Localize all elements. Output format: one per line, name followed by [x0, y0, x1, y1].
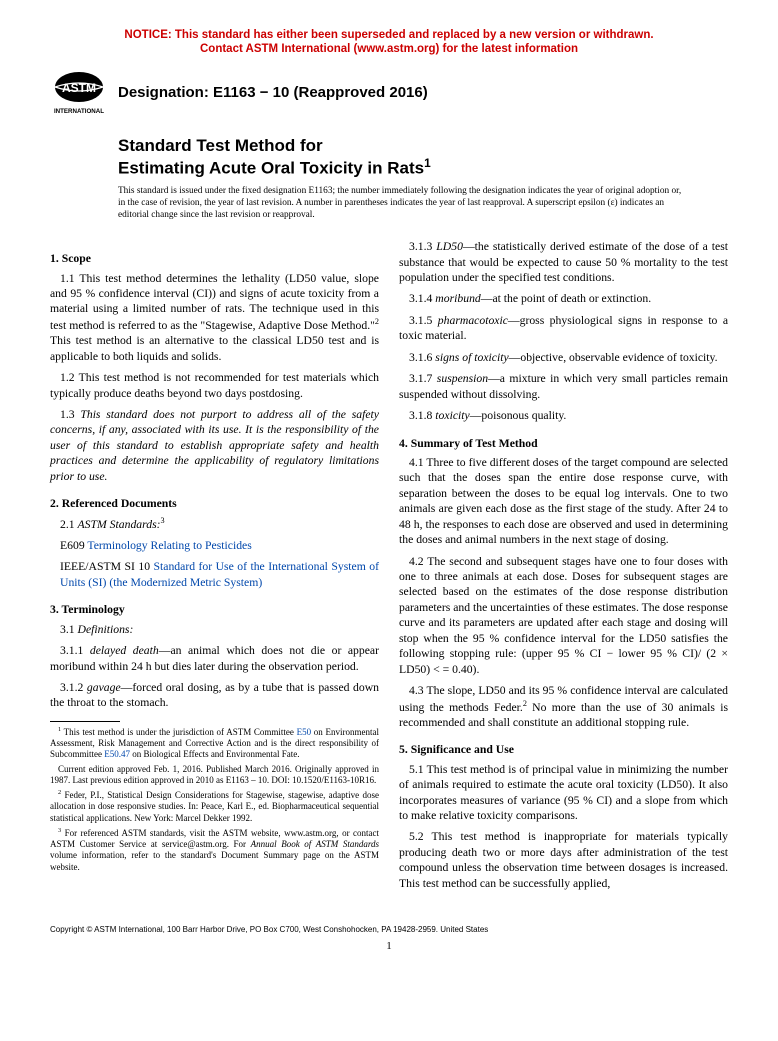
- section-2-head: 2. Referenced Documents: [50, 496, 379, 511]
- para-3-1-6: 3.1.6 signs of toxicity—objective, obser…: [399, 350, 728, 365]
- fn1-link2[interactable]: E50.47: [104, 749, 130, 759]
- t-3-1-2-a: 3.1.2: [60, 681, 87, 694]
- t-3-1-6-b: —objective, observable evidence of toxic…: [509, 351, 718, 364]
- t-3-1-6-a: 3.1.6: [409, 351, 435, 364]
- notice-line1: NOTICE: This standard has either been su…: [50, 28, 728, 42]
- fn1-a: This test method is under the jurisdicti…: [61, 727, 296, 737]
- title-line1: Standard Test Method for: [118, 135, 728, 156]
- t-3-1-1-a: 3.1.1: [60, 644, 90, 657]
- right-column: 3.1.3 LD50—the statistically derived est…: [399, 239, 728, 897]
- para-3-1: 3.1 Definitions:: [50, 622, 379, 637]
- para-3-1-body: Definitions:: [78, 623, 134, 636]
- para-1-3-body: This standard does not purport to addres…: [50, 408, 379, 483]
- para-1-3: 1.3 This standard does not purport to ad…: [50, 407, 379, 484]
- footnote-1: 1 This test method is under the jurisdic…: [50, 726, 379, 761]
- para-2-1-ital: ASTM Standards:: [78, 517, 161, 530]
- para-1-1-b: This test method is an alternative to th…: [50, 334, 379, 362]
- footnote-2: 2 Feder, P.I., Statistical Design Consid…: [50, 789, 379, 824]
- footnote-3: 3 For referenced ASTM standards, visit t…: [50, 827, 379, 873]
- t-3-1-4-a: 3.1.4: [409, 292, 435, 305]
- ref-si10: IEEE/ASTM SI 10 Standard for Use of the …: [50, 559, 379, 590]
- title-line2-main: Estimating Acute Oral Toxicity in Rats: [118, 159, 424, 178]
- para-3-1-5: 3.1.5 pharmacotoxic—gross physiological …: [399, 313, 728, 344]
- fn1-c: on Biological Effects and Environmental …: [130, 749, 300, 759]
- fn3-b: volume information, refer to the standar…: [50, 850, 379, 871]
- para-5-2: 5.2 This test method is inappropriate fo…: [399, 829, 728, 891]
- para-3-1-7: 3.1.7 suspension—a mixture in which very…: [399, 371, 728, 402]
- t-3-1-3-a: 3.1.3: [409, 240, 436, 253]
- title-line2: Estimating Acute Oral Toxicity in Rats1: [118, 156, 728, 179]
- footnotes: 1 This test method is under the jurisdic…: [50, 726, 379, 873]
- section-3-head: 3. Terminology: [50, 602, 379, 617]
- page-container: NOTICE: This standard has either been su…: [0, 0, 778, 972]
- para-5-1: 5.1 This test method is of principal val…: [399, 762, 728, 824]
- issue-note: This standard is issued under the fixed …: [118, 185, 728, 221]
- t-3-1-4-term: moribund: [435, 292, 480, 305]
- para-3-1-8: 3.1.8 toxicity—poisonous quality.: [399, 408, 728, 423]
- section-1-head: 1. Scope: [50, 251, 379, 266]
- para-1-2: 1.2 This test method is not recommended …: [50, 370, 379, 401]
- t-3-1-5-term: pharmacotoxic: [438, 314, 508, 327]
- t-3-1-3-term: LD50: [436, 240, 463, 253]
- notice-banner: NOTICE: This standard has either been su…: [50, 28, 728, 57]
- left-column: 1. Scope 1.1 This test method determines…: [50, 239, 379, 897]
- para-1-1-a: 1.1 This test method determines the leth…: [50, 272, 379, 332]
- header-row: ASTM INTERNATIONAL Designation: E1163 − …: [50, 69, 728, 117]
- title-block: Standard Test Method for Estimating Acut…: [118, 135, 728, 179]
- para-2-1: 2.1 ASTM Standards:3: [50, 516, 379, 532]
- title-sup: 1: [424, 156, 431, 170]
- para-4-1: 4.1 Three to five different doses of the…: [399, 455, 728, 548]
- t-3-1-6-term: signs of toxicity: [435, 351, 508, 364]
- fn3-ital: Annual Book of ASTM Standards: [251, 839, 379, 849]
- para-3-1-2: 3.1.2 gavage—forced oral dosing, as by a…: [50, 680, 379, 711]
- footnote-rule: [50, 721, 120, 722]
- t-3-1-2-term: gavage: [87, 681, 121, 694]
- para-2-1-sup: 3: [161, 516, 165, 525]
- para-4-2: 4.2 The second and subsequent stages hav…: [399, 554, 728, 678]
- t-3-1-8-term: toxicity: [435, 409, 469, 422]
- para-3-1-3: 3.1.3 LD50—the statistically derived est…: [399, 239, 728, 285]
- copyright-line: Copyright © ASTM International, 100 Barr…: [50, 925, 728, 934]
- footnote-1d: Current edition approved Feb. 1, 2016. P…: [50, 764, 379, 787]
- ref-si10-code: IEEE/ASTM SI 10: [60, 560, 150, 573]
- t-3-1-4-b: —at the point of death or extinction.: [481, 292, 651, 305]
- t-3-1-1-term: delayed death: [90, 644, 159, 657]
- para-2-1-lead: 2.1: [60, 517, 78, 530]
- t-3-1-5-a: 3.1.5: [409, 314, 438, 327]
- astm-logo: ASTM INTERNATIONAL: [50, 69, 108, 117]
- para-3-1-4: 3.1.4 moribund—at the point of death or …: [399, 291, 728, 306]
- section-5-head: 5. Significance and Use: [399, 742, 728, 757]
- designation-text: Designation: E1163 − 10 (Reapproved 2016…: [118, 84, 428, 101]
- para-1-1-sup: 2: [375, 317, 379, 326]
- body-columns: 1. Scope 1.1 This test method determines…: [50, 239, 728, 897]
- t-3-1-7-a: 3.1.7: [409, 372, 437, 385]
- t-3-1-8-a: 3.1.8: [409, 409, 435, 422]
- t-3-1-8-b: —poisonous quality.: [470, 409, 567, 422]
- ref-e609: E609 Terminology Relating to Pesticides: [50, 538, 379, 553]
- fn2-body: Feder, P.I., Statistical Design Consider…: [50, 790, 379, 823]
- logo-top-text: ASTM: [62, 81, 96, 95]
- logo-bottom-text: INTERNATIONAL: [54, 108, 104, 115]
- para-1-1: 1.1 This test method determines the leth…: [50, 271, 379, 365]
- ref-e609-link[interactable]: Terminology Relating to Pesticides: [87, 539, 251, 552]
- para-4-3: 4.3 The slope, LD50 and its 95 % confide…: [399, 683, 728, 730]
- fn1-link1[interactable]: E50: [297, 727, 312, 737]
- page-number: 1: [50, 940, 728, 952]
- notice-line2: Contact ASTM International (www.astm.org…: [50, 42, 728, 56]
- section-4-head: 4. Summary of Test Method: [399, 436, 728, 451]
- t-3-1-7-term: suspension: [437, 372, 488, 385]
- para-3-1-1: 3.1.1 delayed death—an animal which does…: [50, 643, 379, 674]
- ref-e609-code: E609: [60, 539, 85, 552]
